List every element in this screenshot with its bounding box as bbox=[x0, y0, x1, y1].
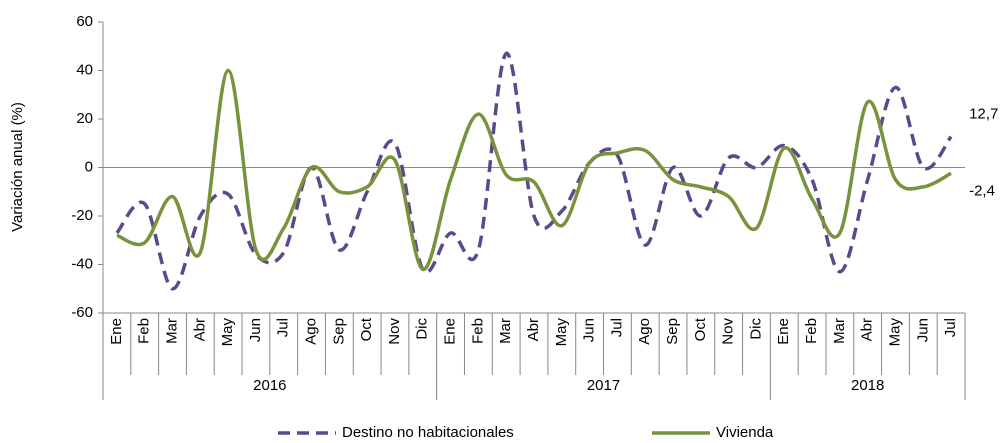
x-tick-label: Feb bbox=[469, 318, 486, 344]
x-tick-label: Nov bbox=[720, 318, 737, 345]
x-tick-label: Abr bbox=[859, 318, 876, 341]
y-tick-label: 0 bbox=[85, 158, 93, 175]
x-tick-label: Ago bbox=[303, 318, 320, 345]
x-tick-label: Dic bbox=[414, 318, 431, 340]
y-tick-label: -40 bbox=[71, 255, 93, 272]
legend-label: Destino no habitacionales bbox=[342, 424, 514, 441]
y-tick-label: -60 bbox=[71, 304, 93, 321]
x-tick-label: Jun bbox=[581, 318, 598, 342]
x-tick-label: Oct bbox=[358, 317, 375, 341]
line-series bbox=[116, 68, 952, 272]
x-tick-label: Mar bbox=[831, 318, 848, 344]
x-tick-label: Feb bbox=[803, 318, 820, 344]
x-tick-label: Sep bbox=[330, 318, 347, 345]
year-label: 2018 bbox=[851, 377, 884, 394]
x-tick-label: Mar bbox=[497, 318, 514, 344]
y-tick-label: -20 bbox=[71, 207, 93, 224]
line-series bbox=[115, 51, 953, 291]
data-label: -2,4 bbox=[969, 182, 995, 199]
x-tick-label: Ago bbox=[636, 318, 653, 345]
x-tick-label: Jul bbox=[608, 318, 625, 337]
x-tick-label: Abr bbox=[191, 318, 208, 341]
x-tick-label: Feb bbox=[136, 318, 153, 344]
year-label: 2017 bbox=[587, 377, 620, 394]
x-tick-label: Jun bbox=[247, 318, 264, 342]
x-tick-label: May bbox=[553, 318, 570, 347]
x-tick-label: Ene bbox=[775, 318, 792, 345]
x-tick-label: Jul bbox=[275, 318, 292, 337]
x-tick-label: Jul bbox=[942, 318, 959, 337]
y-axis-label: Variación anual (%) bbox=[9, 102, 26, 232]
x-tick-label: Jun bbox=[914, 318, 931, 342]
legend-label: Vivienda bbox=[716, 424, 774, 441]
x-tick-label: Sep bbox=[664, 318, 681, 345]
x-tick-label: May bbox=[886, 318, 903, 347]
x-tick-label: Mar bbox=[163, 318, 180, 344]
y-tick-label: 20 bbox=[76, 110, 93, 127]
x-tick-label: Abr bbox=[525, 318, 542, 341]
x-tick-label: Oct bbox=[692, 317, 709, 341]
y-tick-label: 60 bbox=[76, 13, 93, 30]
x-tick-label: Ene bbox=[442, 318, 459, 345]
year-label: 2016 bbox=[253, 377, 286, 394]
x-tick-label: May bbox=[219, 318, 236, 347]
x-tick-label: Nov bbox=[386, 318, 403, 345]
data-label: 12,7 bbox=[969, 106, 998, 123]
x-tick-label: Dic bbox=[747, 318, 764, 340]
y-tick-label: 40 bbox=[76, 61, 93, 78]
x-tick-label: Ene bbox=[108, 318, 125, 345]
